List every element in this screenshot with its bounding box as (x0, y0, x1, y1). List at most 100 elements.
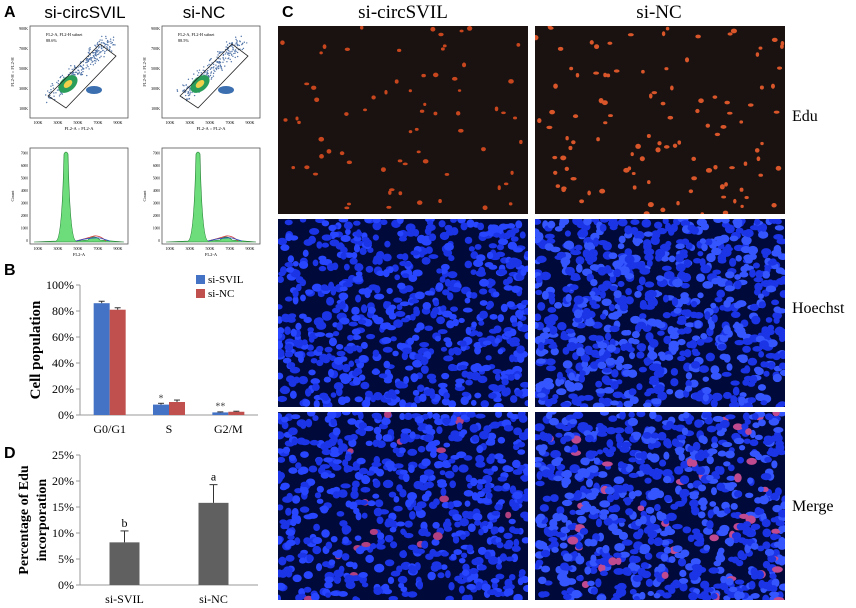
cell-nucleus (321, 220, 330, 227)
cell-nucleus (411, 374, 418, 383)
cell-nucleus (726, 475, 736, 481)
cell-nucleus (420, 521, 428, 531)
cell-nucleus (482, 340, 492, 346)
cell-nucleus (563, 240, 575, 250)
cell-nucleus (358, 354, 369, 363)
cell-nucleus (517, 449, 526, 455)
cell-nucleus (585, 320, 595, 327)
cell-nucleus (627, 369, 638, 378)
cell-nucleus (574, 489, 582, 500)
cell-nucleus (671, 297, 679, 307)
cell-nucleus (322, 357, 330, 364)
cell-nucleus (650, 432, 659, 439)
cell-nucleus (285, 529, 295, 536)
cell-nucleus (535, 434, 542, 441)
cell-nucleus (450, 287, 461, 293)
cell-nucleus (594, 402, 605, 407)
cell-nucleus (377, 532, 385, 540)
cell-nucleus (753, 366, 762, 373)
cell-nucleus (396, 304, 403, 311)
cell-nucleus (680, 273, 688, 282)
scatter-event-dot (74, 71, 77, 73)
cell-nucleus (417, 445, 426, 453)
cell-nucleus (725, 578, 734, 586)
cell-nucleus (278, 594, 282, 600)
chart-b-x-tick-label: S (166, 422, 173, 436)
scatter-event-dot (98, 53, 100, 55)
cell-nucleus (384, 240, 391, 248)
cell-nucleus (709, 501, 717, 507)
cell-nucleus (302, 249, 309, 257)
cell-nucleus (657, 330, 665, 336)
cell-nucleus (486, 251, 494, 260)
cell-nucleus (602, 241, 612, 251)
cell-nucleus (626, 484, 634, 492)
cell-nucleus (711, 436, 718, 445)
cell-nucleus (462, 62, 467, 68)
chart-d-x-tick-label: si-SVIL (105, 592, 144, 606)
cell-nucleus (535, 462, 542, 468)
cell-nucleus (760, 472, 772, 481)
cell-nucleus (524, 250, 528, 258)
cell-nucleus (343, 263, 350, 271)
cell-nucleus (332, 491, 341, 499)
cell-nucleus (674, 389, 685, 399)
cell-nucleus (325, 592, 331, 598)
cell-nucleus (569, 66, 574, 71)
cell-nucleus (298, 261, 309, 269)
cell-nucleus (606, 344, 617, 352)
cell-nucleus (278, 348, 285, 358)
cell-nucleus (452, 464, 459, 473)
cell-nucleus (373, 563, 385, 573)
cell-nucleus (497, 526, 505, 533)
cell-nucleus (710, 302, 717, 309)
cell-nucleus (371, 414, 380, 419)
scatter-event-dot (183, 89, 186, 91)
cell-nucleus (762, 541, 771, 550)
scatter-event-dot (209, 58, 211, 61)
cell-nucleus (426, 373, 437, 380)
cell-nucleus (757, 293, 764, 300)
scatter-event-dot (82, 67, 85, 70)
cell-nucleus (657, 431, 667, 441)
cell-nucleus (440, 487, 447, 497)
cell-nucleus (432, 72, 439, 78)
scatter-event-dot (215, 68, 218, 71)
scatter-event-dot (80, 69, 83, 71)
cell-nucleus (488, 328, 499, 334)
histogram-x-tick: 900K (114, 246, 123, 251)
cell-nucleus (738, 396, 746, 403)
cell-nucleus (303, 537, 311, 545)
cell-nucleus (413, 505, 423, 512)
histogram-x-tick: 500K (74, 246, 83, 251)
cell-nucleus (380, 167, 386, 172)
cell-nucleus (764, 456, 772, 463)
cell-nucleus (647, 528, 654, 537)
cell-nucleus (447, 363, 457, 372)
cell-nucleus (589, 40, 594, 45)
scatter-event-dot (210, 66, 213, 69)
cell-nucleus (288, 454, 296, 461)
cell-nucleus (330, 287, 337, 296)
scatter-event-dot (230, 54, 233, 56)
cell-nucleus (337, 242, 344, 249)
cell-nucleus (577, 515, 587, 524)
cell-nucleus (541, 469, 552, 478)
cell-nucleus (372, 493, 380, 499)
cell-nucleus (326, 296, 335, 306)
cell-nucleus (542, 327, 551, 333)
cell-nucleus (459, 518, 469, 527)
cell-nucleus (637, 528, 644, 536)
cell-nucleus (723, 391, 732, 399)
cell-nucleus (438, 32, 444, 37)
cell-nucleus (366, 470, 375, 476)
chart-b-bar (153, 404, 169, 415)
cell-nucleus (536, 255, 547, 263)
scatter-event-dot (81, 67, 84, 69)
cell-nucleus (289, 235, 299, 241)
cell-nucleus (614, 542, 626, 552)
scatter-event-dot (96, 42, 99, 44)
scatter-event-dot (102, 49, 104, 52)
cell-nucleus (401, 591, 410, 598)
cell-nucleus (680, 220, 691, 227)
